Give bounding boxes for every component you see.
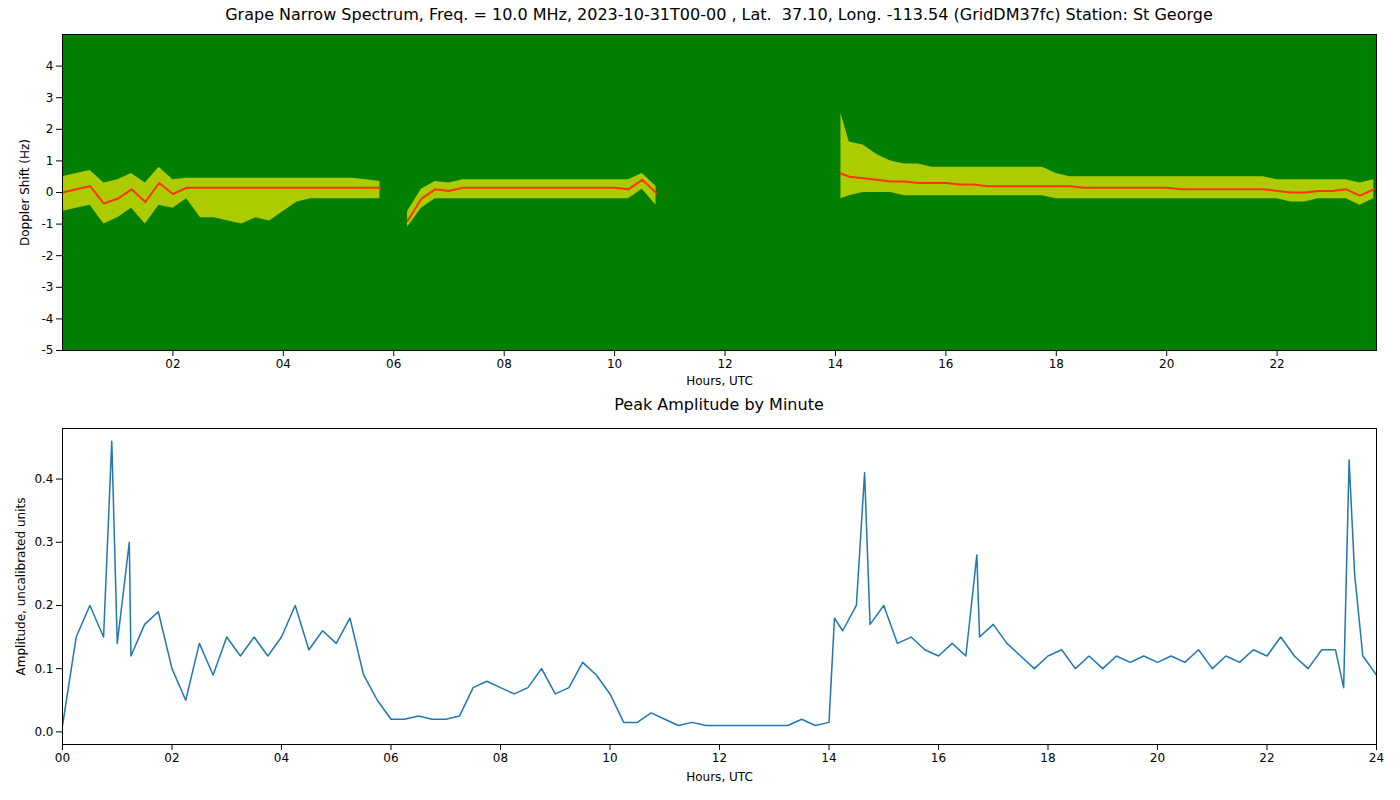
svg-text:20: 20 xyxy=(1150,751,1165,765)
svg-text:10: 10 xyxy=(602,751,617,765)
svg-text:-1: -1 xyxy=(42,217,54,231)
svg-text:0.3: 0.3 xyxy=(34,535,53,549)
svg-text:2: 2 xyxy=(46,122,54,136)
html-text:Peak Amplitude by Minute: Peak Amplitude by Minute xyxy=(614,395,824,414)
svg-text:18: 18 xyxy=(1040,751,1055,765)
html-text:Grape Narrow Spectrum, Freq. =: Grape Narrow Spectrum, Freq. = 10.0 MHz,… xyxy=(225,5,1213,24)
svg-text:06: 06 xyxy=(386,357,401,371)
svg-text:-4: -4 xyxy=(42,312,54,326)
svg-text:04: 04 xyxy=(276,357,291,371)
svg-text:10: 10 xyxy=(607,357,622,371)
svg-text:12: 12 xyxy=(712,751,727,765)
svg-text:Hours, UTC: Hours, UTC xyxy=(686,770,753,784)
svg-text:0.0: 0.0 xyxy=(34,725,53,739)
svg-text:-5: -5 xyxy=(42,343,54,357)
svg-text:0.4: 0.4 xyxy=(34,472,53,486)
svg-text:00: 00 xyxy=(55,751,70,765)
svg-text:08: 08 xyxy=(493,751,508,765)
svg-text:1: 1 xyxy=(46,154,54,168)
svg-text:24: 24 xyxy=(1369,751,1384,765)
svg-text:Hours, UTC: Hours, UTC xyxy=(686,374,753,388)
svg-text:18: 18 xyxy=(1049,357,1064,371)
svg-text:-3: -3 xyxy=(42,280,54,294)
svg-text:0.1: 0.1 xyxy=(34,662,53,676)
svg-text:-2: -2 xyxy=(42,249,54,263)
svg-text:12: 12 xyxy=(717,357,732,371)
svg-text:06: 06 xyxy=(383,751,398,765)
svg-text:14: 14 xyxy=(821,751,836,765)
svg-text:04: 04 xyxy=(274,751,289,765)
svg-text:Doppler Shift (Hz): Doppler Shift (Hz) xyxy=(18,139,32,246)
svg-text:0: 0 xyxy=(46,185,54,199)
svg-text:22: 22 xyxy=(1269,357,1284,371)
svg-text:16: 16 xyxy=(938,357,953,371)
svg-text:20: 20 xyxy=(1159,357,1174,371)
svg-text:08: 08 xyxy=(497,357,512,371)
svg-text:02: 02 xyxy=(164,751,179,765)
svg-text:14: 14 xyxy=(828,357,843,371)
svg-text:16: 16 xyxy=(931,751,946,765)
svg-text:02: 02 xyxy=(165,357,180,371)
svg-text:22: 22 xyxy=(1259,751,1274,765)
svg-text:3: 3 xyxy=(46,91,54,105)
svg-text:4: 4 xyxy=(46,59,54,73)
svg-text:0.2: 0.2 xyxy=(34,598,53,612)
svg-text:Amplitude, uncalibrated units: Amplitude, uncalibrated units xyxy=(14,498,28,676)
